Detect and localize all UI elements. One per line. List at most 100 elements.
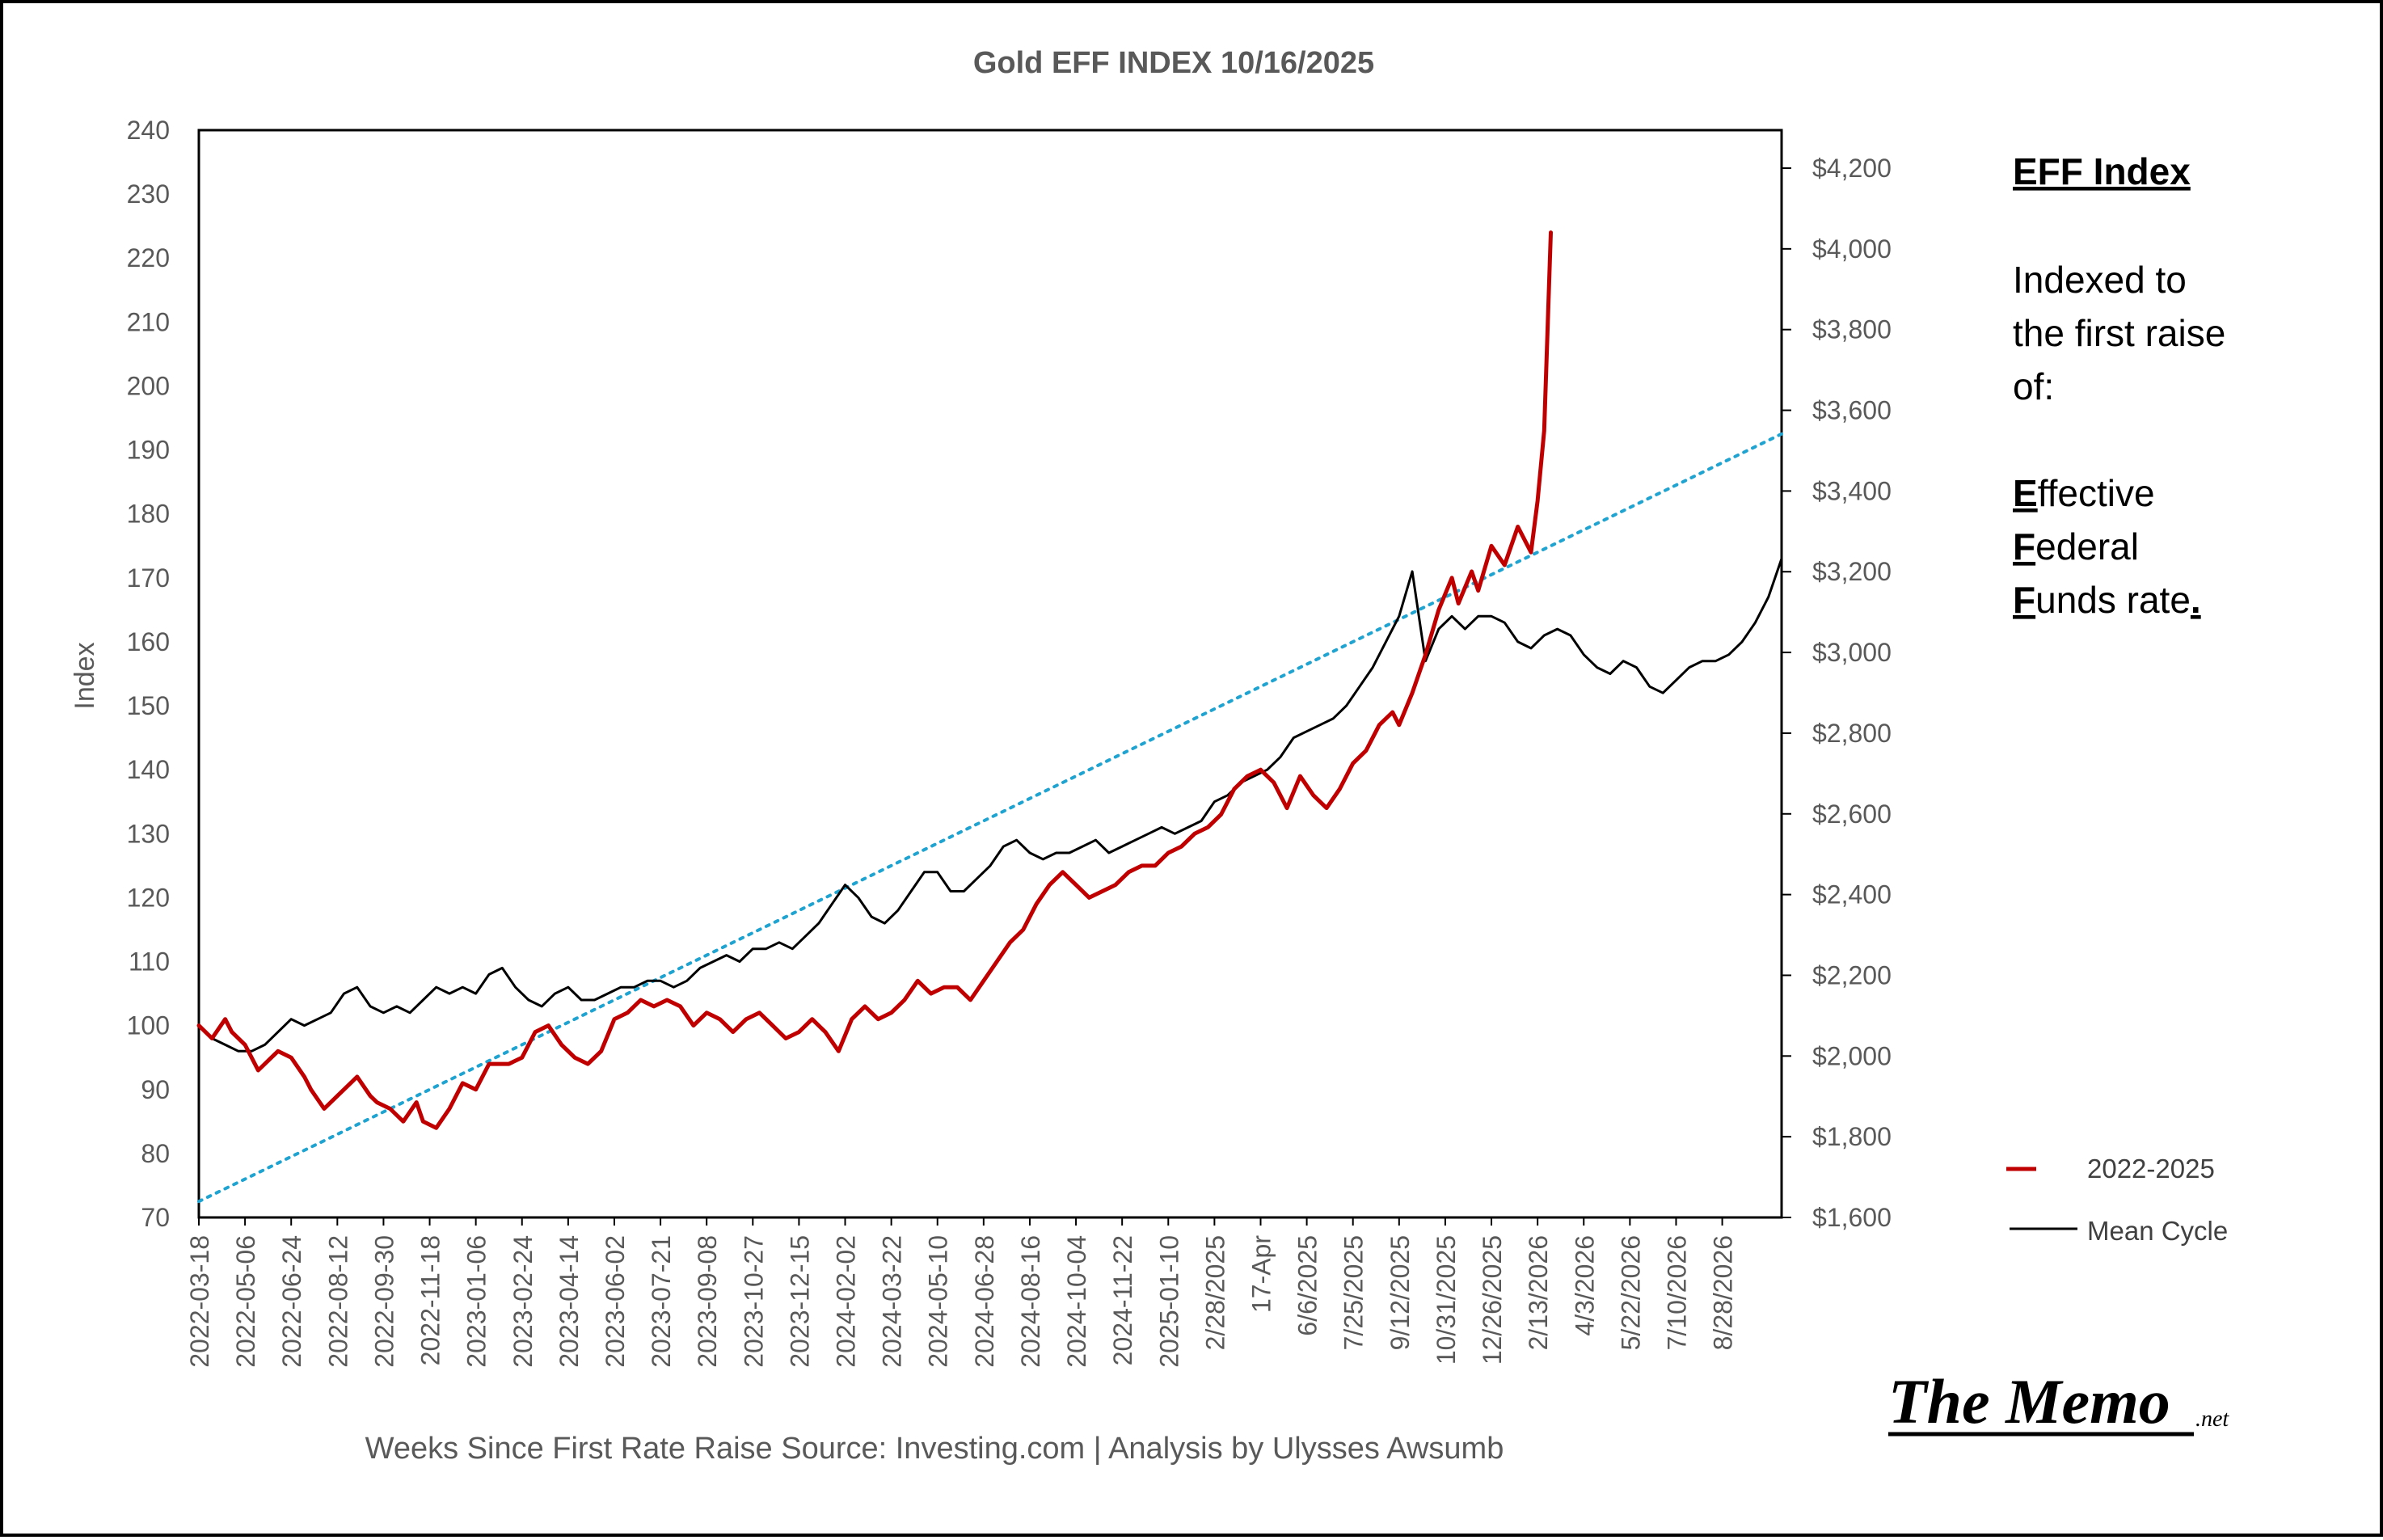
- sidebar-line-2: the first raise: [2013, 312, 2225, 354]
- trendline: [197, 432, 1783, 1204]
- sidebar-federal: Federal: [2013, 525, 2139, 567]
- y2-tick-label: $4,000: [1812, 234, 1892, 264]
- sidebar-line-1: Indexed to: [2013, 259, 2187, 301]
- y-tick-label: 100: [127, 1011, 170, 1040]
- legend: 2022-2025 Mean Cycle: [2006, 1154, 2228, 1246]
- sidebar-funds-rest: unds rate: [2035, 579, 2191, 621]
- series-line-2022-2025: [196, 230, 1553, 1130]
- logo: The Memo .net: [1888, 1366, 2229, 1437]
- x-tick-label: 2023-04-14: [555, 1235, 584, 1368]
- y2-tick-label: $3,200: [1812, 557, 1892, 586]
- y-tick-label: 70: [141, 1203, 170, 1232]
- y2-tick-label: $3,400: [1812, 476, 1892, 505]
- y2-tick-label: $2,000: [1812, 1041, 1892, 1070]
- sidebar-notes: EFF Index Indexed to the first raise of:…: [2013, 150, 2225, 621]
- x-tick-label: 12/26/2025: [1478, 1235, 1507, 1365]
- sidebar-heading: EFF Index: [2013, 150, 2191, 192]
- x-axis-source-label: Weeks Since First Rate Raise Source: Inv…: [365, 1432, 1504, 1466]
- x-tick-label: 7/25/2025: [1339, 1235, 1369, 1350]
- x-tick-label: 2023-06-02: [601, 1235, 630, 1368]
- y-tick-label: 160: [127, 627, 170, 656]
- y2-tick-label: $3,600: [1812, 396, 1892, 425]
- y-tick-label: 240: [127, 116, 170, 145]
- y-tick-label: 80: [141, 1139, 170, 1168]
- sidebar-federal-initial: F: [2013, 525, 2035, 567]
- x-tick-label: 2025-01-10: [1154, 1235, 1183, 1368]
- chart-title: Gold EFF INDEX 10/16/2025: [973, 46, 1374, 80]
- y-axis-ticks: 70 80 90 100 110 120 130 140 150 160 170 180 190 200 2…: [127, 116, 170, 1232]
- sidebar-funds-initial: F: [2013, 579, 2035, 621]
- sidebar-effective: Effective: [2013, 472, 2155, 514]
- x-tick-label: 7/10/2026: [1662, 1235, 1691, 1350]
- x-tick-label: 2023-10-27: [739, 1235, 768, 1368]
- y2-tick-label: $4,200: [1812, 154, 1892, 183]
- x-axis-ticks: 2022-03-18 2022-05-06 2022-06-24 2022-08-12…: [185, 1217, 1738, 1368]
- x-tick-label: 2022-05-06: [231, 1235, 260, 1368]
- x-tick-label: 2023-09-08: [693, 1235, 722, 1368]
- y2-tick-label: $2,200: [1812, 960, 1892, 989]
- x-tick-label: 2022-11-18: [416, 1235, 445, 1365]
- y-tick-label: 150: [127, 691, 170, 720]
- x-tick-label: 2023-02-24: [508, 1235, 538, 1368]
- y2-tick-label: $3,800: [1812, 315, 1892, 344]
- x-tick-label: 10/31/2025: [1432, 1235, 1461, 1365]
- plot-area: [197, 129, 1783, 1219]
- sidebar-funds: Funds rate.: [2013, 579, 2201, 621]
- x-tick-label: 2024-02-02: [832, 1235, 861, 1368]
- y-tick-label: 190: [127, 436, 170, 465]
- x-tick-label: 2023-12-15: [785, 1235, 814, 1368]
- y-tick-label: 220: [127, 243, 170, 272]
- sidebar-line-3: of:: [2013, 365, 2054, 407]
- x-tick-label: 9/12/2025: [1386, 1235, 1415, 1350]
- x-tick-label: 2022-08-12: [323, 1235, 352, 1368]
- x-tick-label: 4/3/2026: [1570, 1235, 1599, 1336]
- x-tick-label: 8/28/2026: [1709, 1235, 1738, 1350]
- x-tick-label: 2023-07-21: [647, 1235, 676, 1368]
- x-tick-label: 2024-08-16: [1016, 1235, 1045, 1368]
- y-tick-label: 120: [127, 883, 170, 912]
- logo-text: The Memo: [1888, 1366, 2170, 1437]
- x-tick-label: 2/13/2026: [1524, 1235, 1553, 1350]
- y-axis-title: Index: [70, 642, 100, 709]
- x-tick-label: 5/22/2026: [1616, 1235, 1645, 1350]
- x-tick-label: 2022-09-30: [369, 1235, 399, 1368]
- x-tick-label: 2024-03-22: [878, 1235, 907, 1368]
- y2-tick-label: $3,000: [1812, 638, 1892, 667]
- y2-tick-label: $1,600: [1812, 1203, 1892, 1232]
- legend-label-2022-2025: 2022-2025: [2087, 1154, 2215, 1183]
- sidebar-funds-period: .: [2191, 579, 2201, 621]
- y2-axis-ticks: $1,600 $1,800 $2,000 $2,200 $2,400 $2,600 $2,8…: [1782, 154, 1892, 1232]
- y2-tick-label: $1,800: [1812, 1122, 1892, 1151]
- y-tick-label: 130: [127, 819, 170, 848]
- x-tick-label: 2024-06-28: [970, 1235, 999, 1368]
- y-tick-label: 230: [127, 179, 170, 209]
- y-tick-label: 200: [127, 371, 170, 400]
- x-tick-label: 2022-06-24: [277, 1235, 306, 1368]
- legend-label-mean-cycle: Mean Cycle: [2087, 1216, 2228, 1246]
- x-tick-label: 2024-10-04: [1062, 1235, 1091, 1368]
- x-tick-label: 2023-01-06: [462, 1235, 491, 1368]
- x-tick-label: 2/28/2025: [1200, 1235, 1229, 1350]
- sidebar-federal-rest: ederal: [2035, 525, 2139, 567]
- y2-tick-label: $2,800: [1812, 719, 1892, 748]
- sidebar-effective-rest: ffective: [2038, 472, 2155, 514]
- y2-tick-label: $2,600: [1812, 800, 1892, 829]
- y-tick-label: 210: [127, 307, 170, 336]
- x-tick-label: 6/6/2025: [1293, 1235, 1322, 1336]
- sidebar-effective-initial: E: [2013, 472, 2038, 514]
- series-line-mean-cycle: [197, 557, 1783, 1053]
- y-tick-label: 170: [127, 563, 170, 593]
- x-tick-label: 17-Apr: [1246, 1235, 1276, 1313]
- y-tick-label: 180: [127, 500, 170, 529]
- x-tick-label: 2022-03-18: [185, 1235, 214, 1368]
- logo-suffix: .net: [2195, 1407, 2229, 1432]
- x-tick-label: 2024-11-22: [1108, 1235, 1137, 1365]
- y-tick-label: 90: [141, 1075, 170, 1104]
- y-tick-label: 140: [127, 755, 170, 784]
- y2-tick-label: $2,400: [1812, 880, 1892, 909]
- y-tick-label: 110: [129, 947, 170, 977]
- chart-canvas: Gold EFF INDEX 10/16/2025 Index 70 80 90 10…: [70, 46, 2229, 1466]
- x-tick-label: 2024-05-10: [924, 1235, 953, 1368]
- series-layer: [196, 230, 1783, 1204]
